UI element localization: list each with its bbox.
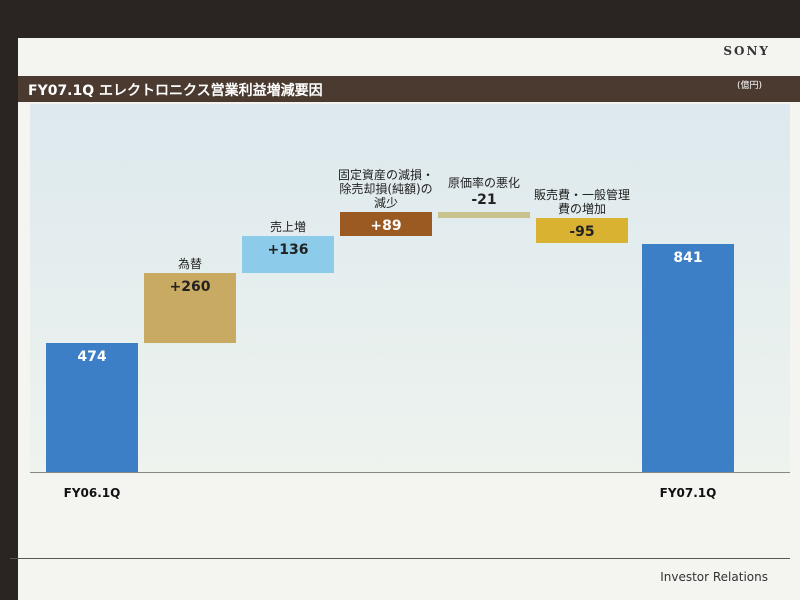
bar	[242, 236, 334, 273]
value-label: 841	[673, 249, 703, 266]
value-label: -95	[569, 223, 595, 240]
x-tick-label: FY06.1Q	[63, 486, 121, 500]
bar	[438, 212, 530, 218]
footer-rule	[10, 558, 790, 559]
value-label: 474	[77, 349, 107, 366]
baseline	[30, 472, 790, 473]
x-tick-label: FY07.1Q	[659, 486, 717, 500]
category-label: 売上増	[269, 220, 306, 235]
bar	[144, 273, 236, 344]
bar	[340, 212, 432, 237]
category-label: 販売費・一般管理費の増加	[533, 187, 630, 216]
value-label: +89	[370, 218, 402, 234]
brand: SONY	[723, 44, 770, 58]
bar	[46, 343, 138, 472]
unit-label: (億円)	[736, 81, 762, 91]
title-bar	[18, 76, 800, 102]
category-label: 為替	[177, 257, 202, 271]
footer: Investor Relations	[660, 570, 768, 584]
value-label: -21	[471, 192, 497, 208]
category-label: 原価率の悪化	[447, 176, 520, 190]
category-label: 固定資産の減損・除売却損(純額)の減少	[337, 168, 434, 210]
value-label: +136	[267, 242, 309, 259]
bar	[642, 243, 734, 472]
chart-title: FY07.1Q エレクトロニクス営業利益増減要因	[28, 83, 323, 99]
bar	[536, 217, 628, 244]
value-label: +260	[169, 279, 211, 295]
